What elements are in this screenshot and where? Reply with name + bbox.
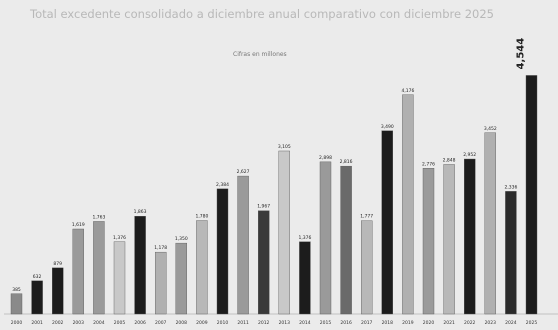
value-label-2004: 1,763 <box>92 214 105 220</box>
x-tick-2011: 2011 <box>237 320 249 326</box>
value-label-2024: 2,336 <box>504 184 517 190</box>
x-tick-2021: 2021 <box>443 320 455 326</box>
x-tick-2022: 2022 <box>464 320 476 326</box>
value-label-2022: 2,952 <box>463 152 476 158</box>
x-tick-2012: 2012 <box>258 320 270 326</box>
bar-2024 <box>505 191 517 315</box>
bar-2017 <box>361 220 373 315</box>
value-label-2000: 385 <box>12 287 21 293</box>
x-tick-2002: 2002 <box>52 320 64 326</box>
x-tick-2015: 2015 <box>320 320 332 326</box>
bar-2000 <box>10 293 23 315</box>
x-tick-2025: 2025 <box>526 320 538 326</box>
bar-2016 <box>340 165 352 315</box>
bar-2021 <box>443 164 455 315</box>
value-label-2011: 2,627 <box>237 169 250 175</box>
x-tick-2010: 2010 <box>217 320 229 326</box>
value-label-2014: 1,376 <box>298 235 311 241</box>
bar-2002 <box>52 267 64 315</box>
bar-2012 <box>258 210 270 315</box>
bar-2003 <box>72 228 85 315</box>
x-tick-2009: 2009 <box>196 320 208 326</box>
x-tick-2024: 2024 <box>505 320 517 326</box>
value-label-2002: 879 <box>53 261 62 267</box>
value-label-2019: 4,176 <box>401 88 414 94</box>
bar-2020 <box>422 168 435 315</box>
x-tick-2008: 2008 <box>176 320 188 326</box>
bar-2001 <box>31 280 43 315</box>
value-label-2021: 2,848 <box>443 157 456 163</box>
value-label-2025: 4,544 <box>516 38 527 70</box>
bar-2015 <box>319 161 332 315</box>
value-label-2008: 1,350 <box>175 236 188 242</box>
x-tick-2020: 2020 <box>423 320 435 326</box>
bar-2011 <box>237 175 249 315</box>
x-tick-2003: 2003 <box>73 320 85 326</box>
x-tick-2005: 2005 <box>114 320 126 326</box>
x-tick-2004: 2004 <box>93 320 105 326</box>
bar-2013 <box>278 150 290 315</box>
x-tick-2007: 2007 <box>155 320 167 326</box>
value-label-2013: 3,105 <box>278 144 291 150</box>
chart-title: Total excedente consolidado a diciembre … <box>30 7 494 21</box>
value-label-2012: 1,967 <box>257 204 270 210</box>
value-label-2018: 3,490 <box>381 124 394 130</box>
value-label-2007: 1,178 <box>154 245 167 251</box>
value-label-2020: 2,776 <box>422 161 435 167</box>
bar-2004 <box>93 221 105 315</box>
bar-2010 <box>216 188 229 315</box>
value-label-2009: 1,780 <box>195 214 208 220</box>
value-label-2010: 2,384 <box>216 182 229 188</box>
bar-2022 <box>464 158 476 315</box>
value-label-2001: 632 <box>33 274 42 280</box>
value-label-2023: 3,452 <box>484 126 497 132</box>
bar-2019 <box>402 94 414 315</box>
bar-2008 <box>175 242 188 315</box>
value-label-2006: 1,863 <box>134 209 147 215</box>
bar-2007 <box>154 251 167 315</box>
x-tick-2016: 2016 <box>340 320 352 326</box>
bar-2023 <box>484 132 496 315</box>
x-tick-2013: 2013 <box>279 320 291 326</box>
bar-2018 <box>381 130 393 315</box>
chart-subtitle: Cifras en millones <box>233 51 287 58</box>
bar-2005 <box>113 241 126 315</box>
x-tick-2018: 2018 <box>382 320 394 326</box>
value-label-2017: 1,777 <box>360 214 373 220</box>
x-tick-2014: 2014 <box>299 320 311 326</box>
x-tick-2023: 2023 <box>485 320 497 326</box>
x-tick-2019: 2019 <box>402 320 414 326</box>
value-label-2005: 1,376 <box>113 235 126 241</box>
bar-2006 <box>134 215 146 315</box>
value-label-2015: 2,898 <box>319 155 332 161</box>
x-tick-2000: 2000 <box>11 320 23 326</box>
x-tick-2006: 2006 <box>134 320 146 326</box>
value-label-2003: 1,619 <box>72 222 85 228</box>
bar-2014 <box>299 241 311 315</box>
x-tick-2017: 2017 <box>361 320 373 326</box>
bar-2025 <box>525 75 538 315</box>
x-tick-2001: 2001 <box>31 320 43 326</box>
value-label-2016: 2,816 <box>340 159 353 165</box>
bar-2009 <box>196 220 208 315</box>
